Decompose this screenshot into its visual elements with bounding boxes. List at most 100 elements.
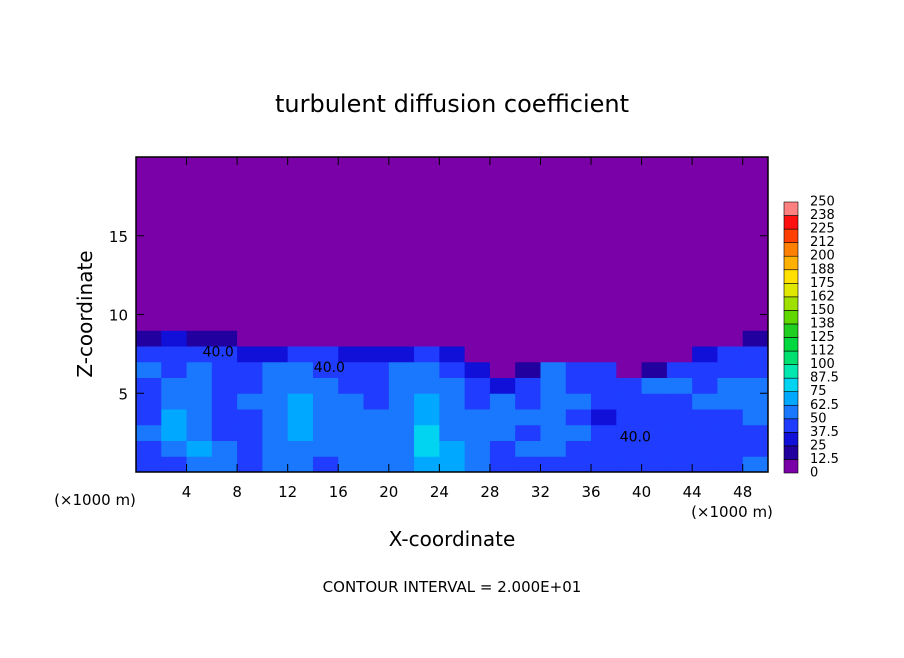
colorbar-swatch [783, 242, 799, 257]
field-cell [565, 361, 592, 378]
field-cell [515, 330, 541, 347]
field-cell [136, 424, 162, 441]
field-cell [717, 346, 744, 363]
contour-label: 40.0 [203, 344, 234, 360]
field-cell [591, 361, 617, 378]
field-cell [287, 157, 314, 331]
field-cell [363, 409, 390, 426]
colorbar-swatch [783, 228, 799, 243]
field-cell [262, 330, 289, 347]
colorbar-swatch [783, 459, 799, 474]
field-cell [262, 377, 289, 394]
field-cell [161, 456, 188, 473]
field-cell [439, 393, 466, 410]
field-cell [136, 409, 162, 426]
field-cell [489, 361, 516, 378]
field-cell [414, 346, 440, 363]
field-cell [489, 157, 516, 331]
field-cell [565, 393, 592, 410]
field-cell [742, 456, 769, 473]
field-cell [211, 409, 238, 426]
field-cell [161, 346, 188, 363]
colorbar-label: 37.5 [810, 425, 839, 440]
field-cell [591, 157, 617, 331]
field-cell [161, 330, 188, 347]
field-cell [439, 346, 466, 363]
field-cell [388, 456, 415, 473]
field-cell [338, 409, 365, 426]
field-cell [414, 440, 440, 457]
field-cell [414, 393, 440, 410]
field-cell [287, 409, 314, 426]
y-tick-label: 15 [109, 228, 128, 246]
field-cell [338, 157, 365, 331]
field-cell [489, 393, 516, 410]
field-cell [439, 409, 466, 426]
field-cell [641, 456, 668, 473]
field-cell [287, 330, 314, 347]
field-cell [742, 377, 769, 394]
field-cell [666, 456, 693, 473]
field-cell [515, 424, 541, 441]
field-cell [666, 409, 693, 426]
colorbar-label: 238 [810, 208, 835, 223]
field-cell [312, 424, 339, 441]
field-cell [363, 424, 390, 441]
field-cell [363, 393, 390, 410]
field-cell [262, 361, 289, 378]
field-cell [641, 424, 668, 441]
field-cell [262, 393, 289, 410]
field-cell [666, 157, 693, 331]
field-cell [641, 157, 668, 331]
field-cell [464, 361, 491, 378]
field-cell [591, 346, 617, 363]
field-cell [211, 330, 238, 347]
field-cell [464, 409, 491, 426]
field-cell [414, 424, 440, 441]
field-cell [161, 393, 188, 410]
field-cell [262, 157, 289, 331]
field-cell [591, 440, 617, 457]
x-tick-label: 44 [683, 483, 702, 501]
field-cell [464, 424, 491, 441]
field-cell [186, 330, 213, 347]
field-cell [211, 440, 238, 457]
field-cell [717, 456, 744, 473]
field-cell [717, 377, 744, 394]
field-cell [388, 409, 415, 426]
field-cell [717, 361, 744, 378]
field-cell [489, 346, 516, 363]
field-cell [439, 157, 466, 331]
field-cell [464, 456, 491, 473]
field-cell [186, 157, 213, 331]
field-cell [338, 330, 365, 347]
field-cell [489, 456, 516, 473]
field-cell [414, 361, 440, 378]
x-tick-label: 8 [232, 483, 242, 501]
field-cell [692, 361, 718, 378]
field-cell [287, 440, 314, 457]
field-cell [262, 346, 289, 363]
field-cell [136, 157, 162, 331]
colorbar-label: 200 [810, 249, 835, 264]
field-cell [186, 424, 213, 441]
field-cell [489, 330, 516, 347]
field [136, 157, 769, 473]
field-cell [414, 157, 440, 331]
field-cell [237, 157, 263, 331]
field-cell [211, 456, 238, 473]
field-cell [338, 346, 365, 363]
field-cell [616, 346, 643, 363]
field-cell [616, 393, 643, 410]
field-cell [439, 456, 466, 473]
colorbar-label: 212 [810, 235, 835, 250]
field-cell [186, 440, 213, 457]
x-tick-label: 32 [531, 483, 550, 501]
field-cell [464, 157, 491, 331]
field-cell [489, 409, 516, 426]
field-cell [540, 440, 567, 457]
x-axis-label: X-coordinate [389, 527, 516, 551]
field-cell [666, 346, 693, 363]
field-cell [211, 346, 238, 363]
